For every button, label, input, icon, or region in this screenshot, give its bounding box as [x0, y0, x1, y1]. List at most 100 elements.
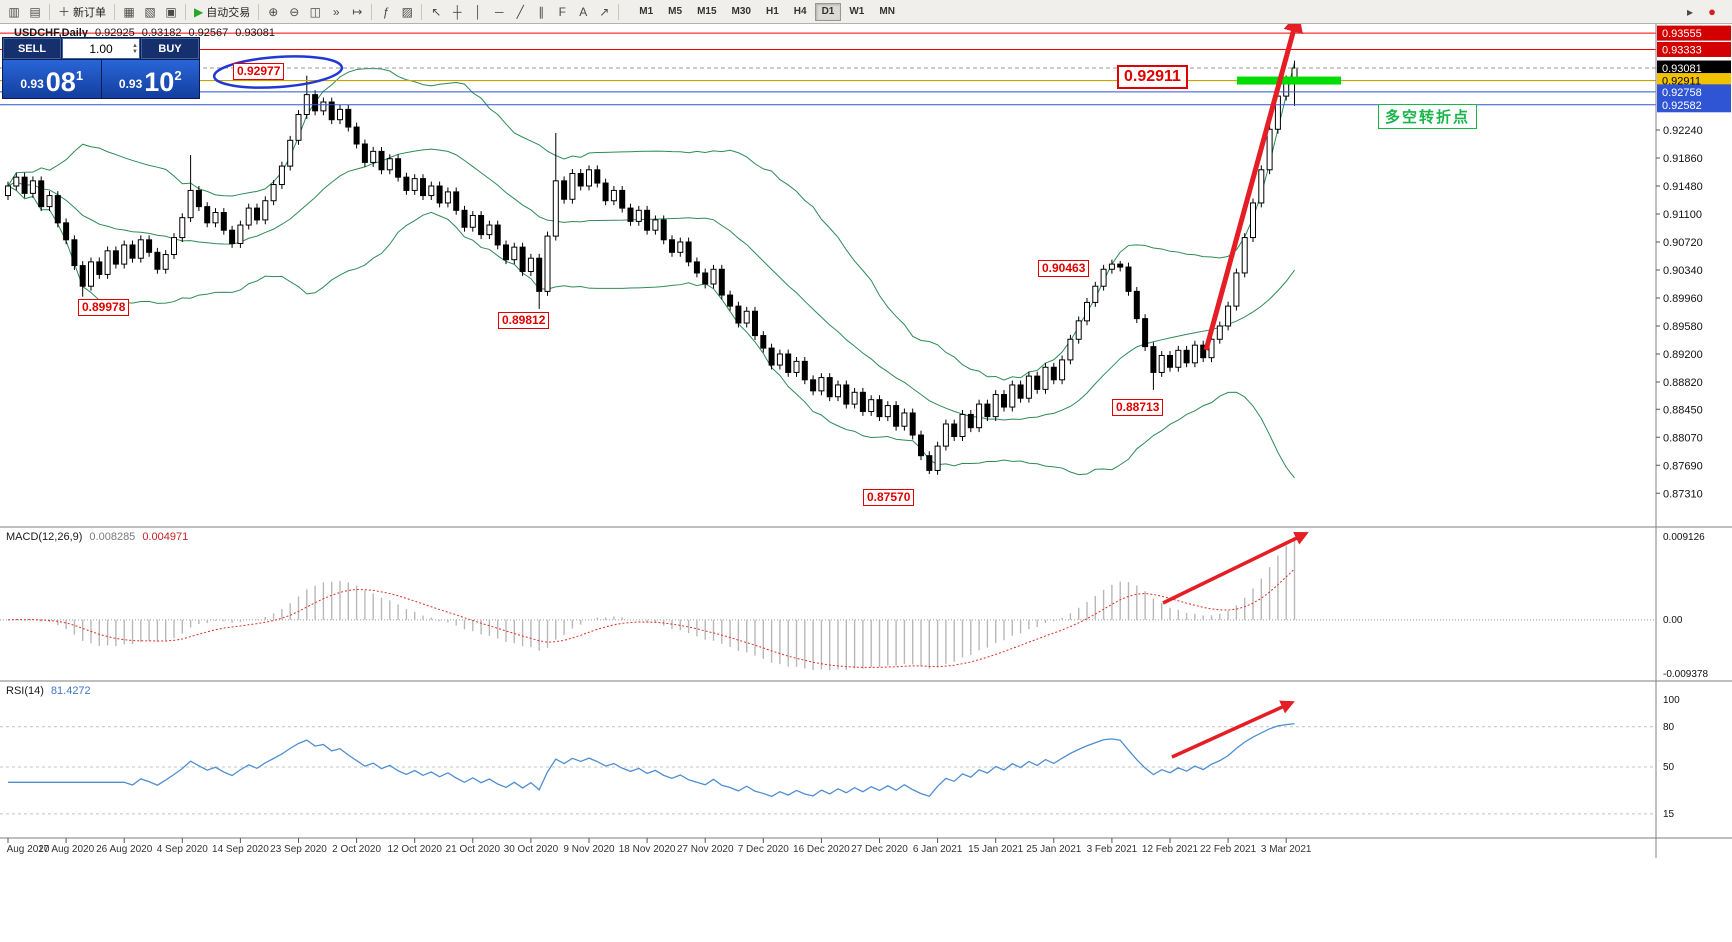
cursor-button[interactable]: ↖: [426, 2, 446, 22]
svg-text:0.88450: 0.88450: [1663, 404, 1703, 416]
profiles-button[interactable]: ▤: [25, 2, 45, 22]
timeframe-mn-button[interactable]: MN: [872, 3, 902, 21]
trendline-button[interactable]: ╱: [510, 2, 530, 22]
auto-scroll-icon: »: [332, 4, 340, 19]
price-callout-label: 0.89812: [498, 312, 550, 329]
toolbar-separator: [421, 3, 423, 20]
svg-text:3 Feb 2021: 3 Feb 2021: [1087, 844, 1138, 855]
svg-text:0.89200: 0.89200: [1663, 349, 1703, 361]
svg-text:23 Sep 2020: 23 Sep 2020: [270, 844, 327, 855]
trendline-icon: ╱: [516, 4, 524, 19]
sell-button[interactable]: SELL: [3, 38, 61, 59]
svg-text:0.009126: 0.009126: [1663, 532, 1705, 543]
svg-text:80: 80: [1663, 722, 1675, 733]
lot-decrease-button[interactable]: ▼: [132, 48, 138, 55]
sell-price-display[interactable]: 0.93 08 1: [3, 60, 101, 98]
text-tool-button[interactable]: A: [573, 2, 593, 22]
tile-windows-button[interactable]: ◫: [305, 2, 325, 22]
price-callout-label: 0.90463: [1038, 260, 1090, 277]
open-value: 0.92925: [94, 27, 135, 39]
horizontal-line-button[interactable]: ─: [489, 2, 509, 22]
svg-text:27 Nov 2020: 27 Nov 2020: [677, 844, 734, 855]
svg-text:0.00: 0.00: [1663, 615, 1683, 626]
svg-text:15 Jan 2021: 15 Jan 2021: [968, 844, 1023, 855]
timeframe-h1-button[interactable]: H1: [759, 3, 786, 21]
svg-text:27 Dec 2020: 27 Dec 2020: [851, 844, 908, 855]
svg-text:14 Sep 2020: 14 Sep 2020: [212, 844, 269, 855]
timeframe-m15-button[interactable]: M15: [690, 3, 723, 21]
timeframe-m5-button[interactable]: M5: [661, 3, 689, 21]
crosshair-button[interactable]: ┼: [447, 2, 467, 22]
lot-size-field[interactable]: 1.00 ▲ ▼: [62, 38, 140, 59]
new-chart-button[interactable]: ▥: [4, 2, 24, 22]
timeframe-buttons: M1 M5 M15 M30 H1 H4 D1 W1 MN: [632, 2, 902, 21]
channel-button[interactable]: ∥: [531, 2, 551, 22]
navigator-icon: ▧: [144, 4, 156, 19]
toolbar-right-buttons: ▸ ●: [1680, 2, 1722, 22]
buy-price-point: 2: [174, 68, 182, 83]
one-click-trading-panel: SELL 1.00 ▲ ▼ BUY 0.93 08 1 0.93 10 2: [2, 37, 200, 99]
svg-text:50: 50: [1663, 762, 1675, 773]
lot-size-value: 1.00: [89, 41, 113, 56]
price-callout-label: 0.88713: [1112, 399, 1164, 416]
fibonacci-button[interactable]: F: [552, 2, 572, 22]
indicators-button[interactable]: ƒ: [376, 2, 396, 22]
low-value: 0.92567: [188, 27, 229, 39]
svg-text:21 Oct 2020: 21 Oct 2020: [446, 844, 501, 855]
market-watch-button[interactable]: ▦: [119, 2, 139, 22]
auto-trading-button[interactable]: ▶ 自动交易: [190, 2, 254, 22]
sell-price-point: 1: [75, 68, 84, 83]
terminal-button[interactable]: ▣: [161, 2, 181, 22]
toolbar-separator: [371, 3, 373, 20]
svg-text:0.92582: 0.92582: [1662, 100, 1702, 112]
lot-increase-button[interactable]: ▲: [132, 42, 138, 49]
price-callout-label: 0.89978: [78, 299, 130, 316]
timeframe-d1-button[interactable]: D1: [814, 2, 842, 21]
templates-button[interactable]: ▨: [397, 2, 417, 22]
mql5-community-button[interactable]: ●: [1702, 2, 1722, 22]
cursor-icon: ↖: [431, 4, 442, 19]
svg-text:2 Oct 2020: 2 Oct 2020: [332, 844, 381, 855]
buy-price-display[interactable]: 0.93 10 2: [101, 60, 199, 98]
chart-ohlc-header: USDCHF,Daily 0.92925 0.93182 0.92567 0.9…: [14, 27, 275, 39]
svg-text:4 Sep 2020: 4 Sep 2020: [157, 844, 209, 855]
timeframe-w1-button[interactable]: W1: [842, 3, 871, 21]
new-order-button[interactable]: ＋新订单: [54, 2, 110, 22]
timeframe-h4-button[interactable]: H4: [787, 3, 814, 21]
chart-shift-button[interactable]: ↦: [347, 2, 367, 22]
arrow-tool-icon: ↗: [599, 4, 610, 19]
new-order-label: 新订单: [73, 6, 107, 19]
svg-text:30 Oct 2020: 30 Oct 2020: [504, 844, 559, 855]
timeframe-m30-button[interactable]: M30: [725, 3, 758, 21]
svg-text:0.91480: 0.91480: [1663, 181, 1703, 193]
navigator-button[interactable]: ▧: [140, 2, 160, 22]
new-order-icon: ＋: [58, 5, 71, 19]
toolbar-separator: [258, 3, 260, 20]
channel-icon: ∥: [538, 4, 545, 19]
svg-text:100: 100: [1663, 695, 1680, 706]
vertical-line-button[interactable]: │: [468, 2, 488, 22]
quick-nav-button[interactable]: ▸: [1680, 2, 1700, 22]
auto-scroll-button[interactable]: »: [326, 2, 346, 22]
svg-text:0.89960: 0.89960: [1663, 293, 1703, 305]
svg-text:12 Feb 2021: 12 Feb 2021: [1142, 844, 1199, 855]
svg-text:0.90720: 0.90720: [1663, 237, 1703, 249]
zoom-out-button[interactable]: ⊖: [284, 2, 304, 22]
zoom-out-icon: ⊖: [289, 4, 300, 19]
rsi-indicator-label: RSI(14) 81.4272: [6, 685, 91, 697]
toolbar-buttons: ▥ ▤ ＋新订单 ▦ ▧ ▣ ▶ 自动交易 ⊕ ⊖ ◫ » ↦ ƒ ▨ ↖ ┼ │ ─ ╱ ∥ F A ↗: [4, 2, 622, 22]
zoom-in-button[interactable]: ⊕: [263, 2, 283, 22]
arrow-tool-button[interactable]: ↗: [594, 2, 614, 22]
sell-price-pips: 08: [45, 67, 76, 97]
toolbar-separator: [618, 3, 620, 20]
timeframe-m1-button[interactable]: M1: [632, 3, 660, 21]
macd-main-value: 0.008285: [89, 531, 136, 543]
macd-indicator-label: MACD(12,26,9) 0.008285 0.004971: [6, 531, 188, 543]
svg-text:17 Aug 2020: 17 Aug 2020: [38, 844, 95, 855]
buy-button[interactable]: BUY: [141, 38, 199, 59]
svg-text:0.91100: 0.91100: [1663, 209, 1702, 221]
auto-trading-label: 自动交易: [206, 6, 251, 19]
price-callout-label: 0.87570: [863, 489, 915, 506]
sell-price-prefix: 0.93: [20, 77, 44, 91]
